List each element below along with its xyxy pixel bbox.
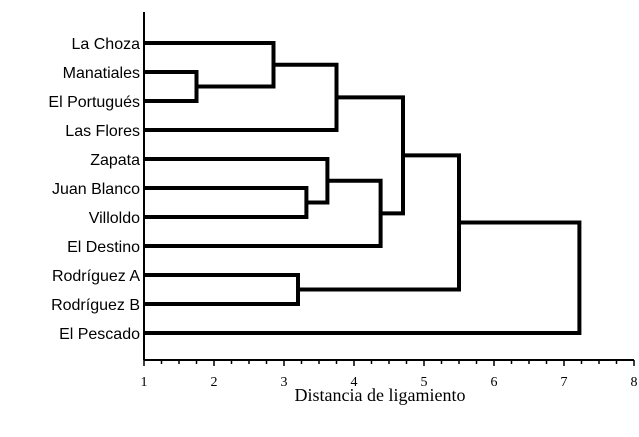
- x-axis-title: Distancia de ligamiento: [295, 385, 466, 405]
- leaf-label: Las Flores: [65, 123, 140, 140]
- tick-label: 8: [631, 375, 638, 390]
- tick-label: 4: [351, 375, 358, 390]
- cluster-link-c9: [298, 153, 461, 292]
- leaf-label: Manatiales: [63, 65, 140, 82]
- leaf-label: Rodríguez B: [51, 297, 140, 314]
- leaf-labels: La Choza Manatiales El Portugués Las Flores…: [48, 36, 140, 343]
- cluster-link-c5: [144, 157, 330, 205]
- cluster-link-c6: [144, 178, 383, 248]
- cluster-link-c1: [144, 70, 199, 103]
- cluster-link-c3: [144, 62, 339, 132]
- leaf-label: Zapata: [90, 152, 140, 169]
- dendrogram-links: [144, 41, 582, 335]
- tick-label: 7: [561, 375, 568, 390]
- leaf-label: El Portugués: [48, 94, 140, 111]
- leaf-label: La Choza: [72, 36, 141, 53]
- tick-label: 6: [491, 375, 498, 390]
- tick-label: 1: [141, 375, 148, 390]
- tick-label: 2: [211, 375, 218, 390]
- cluster-link-c7: [336, 95, 405, 216]
- leaf-label: El Destino: [67, 239, 140, 256]
- x-axis-tick-labels: 1 2 3 4 5 6 7 8: [141, 375, 638, 390]
- leaf-label: Villoldo: [89, 210, 140, 227]
- x-axis-ticks: [143, 360, 635, 366]
- leaf-label: Juan Blanco: [52, 181, 140, 198]
- leaf-label: Rodríguez A: [52, 268, 140, 285]
- tick-label: 3: [281, 375, 288, 390]
- leaf-label: El Pescado: [59, 326, 140, 343]
- cluster-link-c2: [144, 41, 276, 89]
- cluster-link-c4: [144, 186, 309, 219]
- cluster-link-c10: [144, 220, 582, 335]
- cluster-link-c8: [144, 273, 300, 306]
- tick-label: 5: [421, 375, 428, 390]
